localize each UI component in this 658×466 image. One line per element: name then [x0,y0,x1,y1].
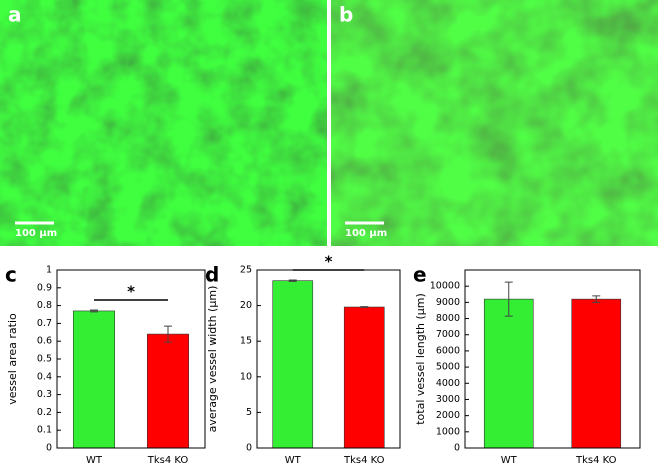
error-bar [164,325,172,343]
x-tick-label: Tks4 KO [147,455,189,466]
significance-marker: * [127,283,135,301]
panel-label: c [5,263,17,287]
micrograph [0,0,327,246]
panel-label: b [339,3,353,27]
y-tick-label: 9000 [436,297,460,308]
y-tick-label: 0.3 [37,389,52,400]
plot-frame [56,269,206,449]
error-bar [90,309,98,313]
y-tick-label: 8000 [436,313,460,324]
scale-bar-label: 100 µm [345,228,387,239]
panel-label: d [205,263,219,287]
chart: e total vessel length (µm) 0 1000 2000 3000 40… [413,263,641,466]
bar [483,298,534,449]
y-tick-label: 4000 [436,378,460,389]
error-bar [360,306,369,308]
x-tick-label: WT [86,455,103,466]
y-tick-label: 0.8 [37,300,52,311]
y-tick-label: 25 [240,265,252,276]
y-tick-label: 0.4 [37,371,52,382]
y-tick-label: 0.1 [37,425,52,436]
y-tick-label: 2000 [436,410,460,421]
y-tick-label: 15 [240,336,252,347]
bar [343,306,385,449]
y-tick-label: 1000 [436,426,460,437]
x-tick-label: WT [285,455,302,466]
y-tick-label: 1 [46,265,52,276]
panel-label: a [8,3,22,27]
x-tick-label: Tks4 KO [575,455,617,466]
error-bar [592,295,601,303]
y-tick-label: 0 [454,443,460,454]
error-bar [504,281,513,317]
y-tick-label: 0.2 [37,407,52,418]
panel-label: e [413,263,427,287]
x-tick-label: WT [501,455,518,466]
image-panel: b 100 µm [331,0,658,246]
y-tick-label: 10000 [430,281,460,292]
significance-marker: * [325,252,333,270]
image-panel: a 100 µm [0,0,327,246]
y-axis-label: vessel area ratio [6,313,19,405]
y-axis-label: total vessel length (µm) [414,293,427,425]
y-tick-label: 0.6 [37,336,52,347]
chart: c vessel area ratio 0 0.1 0.2 0.3 0.4 0.5 0.6 0.7… [5,263,206,466]
bar [146,333,190,449]
y-tick-label: 0.7 [37,318,52,329]
y-axis-label: average vessel width (µm) [206,286,219,433]
y-tick-label: 0.5 [37,354,52,365]
x-tick-label: Tks4 KO [343,455,385,466]
bar [72,310,116,449]
y-tick-label: 10 [240,371,252,382]
plot-frame [464,269,641,449]
y-tick-label: 6000 [436,345,460,356]
scale-bar-label: 100 µm [15,228,57,239]
y-tick-label: 3000 [436,394,460,405]
micrograph [331,0,658,246]
y-tick-label: 0.9 [37,282,52,293]
y-tick-label: 0 [46,443,52,454]
y-tick-label: 20 [240,300,252,311]
bar [272,280,314,449]
error-bar [288,279,297,282]
y-tick-label: 7000 [436,329,460,340]
bar [571,298,622,449]
y-tick-label: 0 [246,443,252,454]
y-tick-label: 5000 [436,362,460,373]
y-tick-label: 5 [246,407,252,418]
